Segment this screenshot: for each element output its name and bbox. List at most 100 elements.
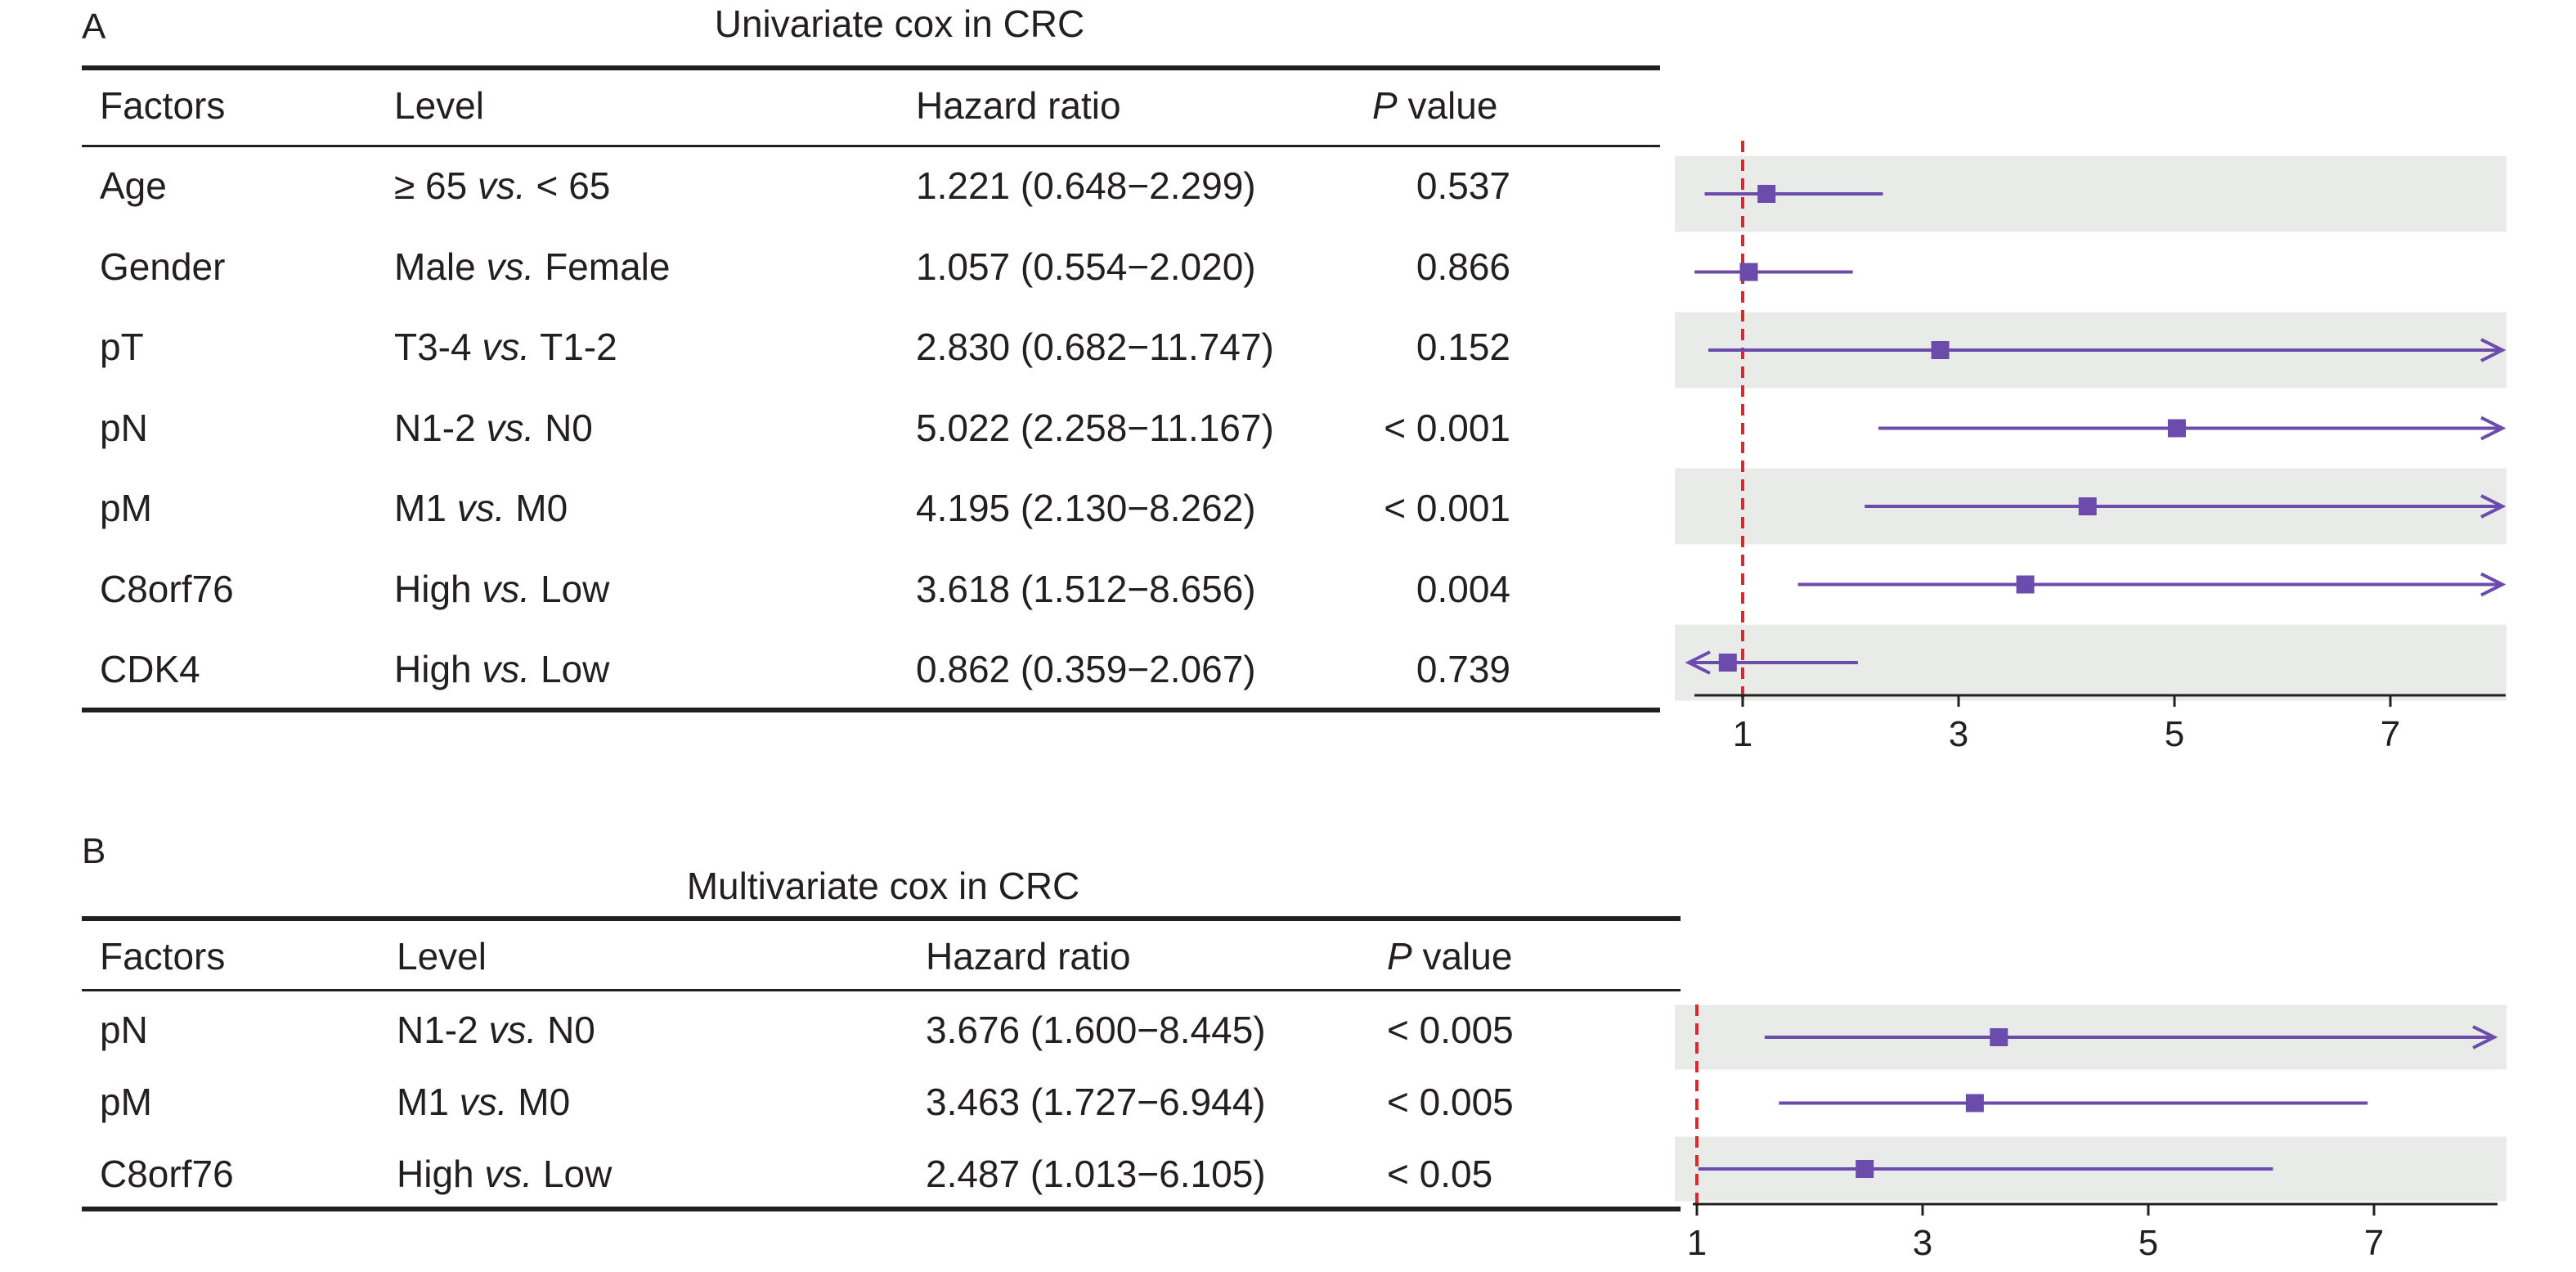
level-b: < 65 (536, 164, 611, 207)
ci-arrow-right (2480, 416, 2506, 441)
factor-cell: Age (100, 164, 167, 207)
p-value-cell: < 0.005 (1387, 1009, 1514, 1051)
panel-b-letter: B (82, 831, 106, 871)
level-b: Low (540, 567, 610, 610)
level-b: Low (540, 648, 610, 690)
x-tick-label: 5 (2165, 714, 2184, 754)
factor-cell: pN (100, 406, 148, 449)
panel-b-header-factors: Factors (100, 935, 226, 978)
p-value-cell: 0.537 (1416, 164, 1510, 207)
hazard-ratio-cell: 3.618 (1.512−8.656) (916, 567, 1256, 610)
level-b: M0 (515, 487, 568, 529)
hr-marker (2167, 419, 2186, 438)
hr-marker (1739, 263, 1758, 281)
p-italic: P (1387, 935, 1412, 978)
factor-cell: C8orf76 (100, 1153, 234, 1195)
level-a: High (394, 648, 472, 690)
x-tick-label: 3 (1949, 714, 1968, 754)
panel-b-title: Multivariate cox in CRC (686, 865, 1080, 907)
level-cell: ≥ 65 vs. < 65 (394, 167, 610, 205)
level-cell: High vs. Low (394, 570, 609, 608)
level-vs: vs. (477, 164, 526, 207)
hr-marker (1931, 341, 1950, 359)
level-a: N1-2 (394, 406, 476, 449)
p-value-cell: < 0.05 (1387, 1153, 1493, 1195)
factor-cell: pM (100, 487, 152, 529)
panel-a-letter: A (82, 7, 106, 47)
ci-arrow-right (2472, 1025, 2498, 1050)
hr-marker (1718, 654, 1737, 672)
p-value-cell: < 0.001 (1384, 406, 1510, 449)
level-cell: T3-4 vs. T1-2 (394, 328, 617, 366)
level-vs: vs. (488, 1009, 537, 1051)
level-b: N0 (545, 406, 593, 449)
hazard-ratio-cell: 2.487 (1.013−6.105) (926, 1153, 1266, 1195)
ci-arrow-right (2480, 338, 2506, 362)
x-tick-label: 1 (1733, 714, 1752, 754)
ci-arrow-left (1685, 650, 1711, 675)
hazard-ratio-cell: 0.862 (0.359−2.067) (916, 648, 1256, 690)
hr-marker (2078, 497, 2097, 515)
p-value-cell: 0.004 (1416, 567, 1510, 610)
hr-marker (1757, 185, 1776, 203)
level-vs: vs. (484, 1153, 533, 1195)
level-a: N1-2 (397, 1009, 478, 1051)
level-b: M0 (518, 1081, 571, 1123)
hr-marker (1965, 1094, 1984, 1112)
p-value-text: value (1411, 935, 1513, 978)
level-b: Female (545, 245, 671, 288)
p-value-cell: 0.866 (1416, 245, 1510, 288)
factor-cell: pM (100, 1081, 152, 1123)
p-italic: P (1372, 84, 1398, 127)
panel-b-top-rule (82, 916, 1681, 921)
level-vs: vs. (456, 487, 505, 529)
level-cell: High vs. Low (394, 650, 609, 688)
level-a: M1 (394, 487, 447, 529)
hazard-ratio-cell: 4.195 (2.130−8.262) (916, 487, 1256, 529)
panel-a-title: Univariate cox in CRC (714, 2, 1085, 45)
factor-cell: Gender (100, 245, 226, 288)
hr-marker (2016, 575, 2035, 594)
hazard-ratio-cell: 5.022 (2.258−11.167) (916, 406, 1274, 449)
hazard-ratio-cell: 2.830 (0.682−11.747) (916, 326, 1274, 368)
level-vs: vs. (486, 245, 535, 288)
panel-a-header-rule (82, 145, 1660, 147)
panel-a-top-rule (82, 65, 1660, 70)
factor-cell: pN (100, 1009, 148, 1051)
hazard-ratio-cell: 3.676 (1.600−8.445) (926, 1009, 1266, 1051)
ci-arrow-right (2480, 572, 2506, 597)
level-vs: vs. (459, 1081, 508, 1123)
level-cell: N1-2 vs. N0 (397, 1011, 595, 1049)
panel-a-header-level: Level (394, 84, 484, 127)
level-vs: vs. (482, 326, 531, 368)
level-cell: Male vs. Female (394, 248, 670, 285)
x-tick-label: 5 (2138, 1223, 2158, 1263)
x-tick-label: 7 (2364, 1223, 2384, 1263)
panel-b-bottom-rule (82, 1207, 1681, 1211)
level-cell: M1 vs. M0 (394, 489, 568, 527)
level-a: High (397, 1153, 474, 1195)
p-value-cell: < 0.001 (1384, 487, 1510, 529)
factor-cell: CDK4 (100, 648, 200, 690)
panel-b-header-p-value: P value (1387, 937, 1512, 975)
hr-marker (1856, 1160, 1874, 1178)
factor-cell: C8orf76 (100, 567, 234, 610)
p-value-cell: 0.152 (1416, 326, 1510, 368)
level-cell: High vs. Low (397, 1155, 612, 1193)
level-vs: vs. (482, 567, 531, 610)
level-a: M1 (397, 1081, 449, 1123)
panel-b-header-rule (82, 989, 1681, 991)
ci-arrow-right (2480, 494, 2506, 519)
hazard-ratio-cell: 3.463 (1.727−6.944) (926, 1081, 1266, 1123)
p-value-text: value (1397, 84, 1498, 127)
level-b: T1-2 (540, 326, 617, 368)
level-a: High (394, 567, 472, 610)
level-b: Low (542, 1153, 613, 1195)
panel-a-header-hazard-ratio: Hazard ratio (916, 84, 1121, 127)
level-b: N0 (547, 1009, 595, 1051)
hazard-ratio-cell: 1.057 (0.554−2.020) (916, 245, 1256, 288)
level-a: ≥ 65 (394, 164, 468, 207)
p-value-cell: 0.739 (1416, 648, 1510, 690)
factor-cell: pT (100, 326, 144, 368)
panel-b-header-hazard-ratio: Hazard ratio (926, 935, 1131, 978)
